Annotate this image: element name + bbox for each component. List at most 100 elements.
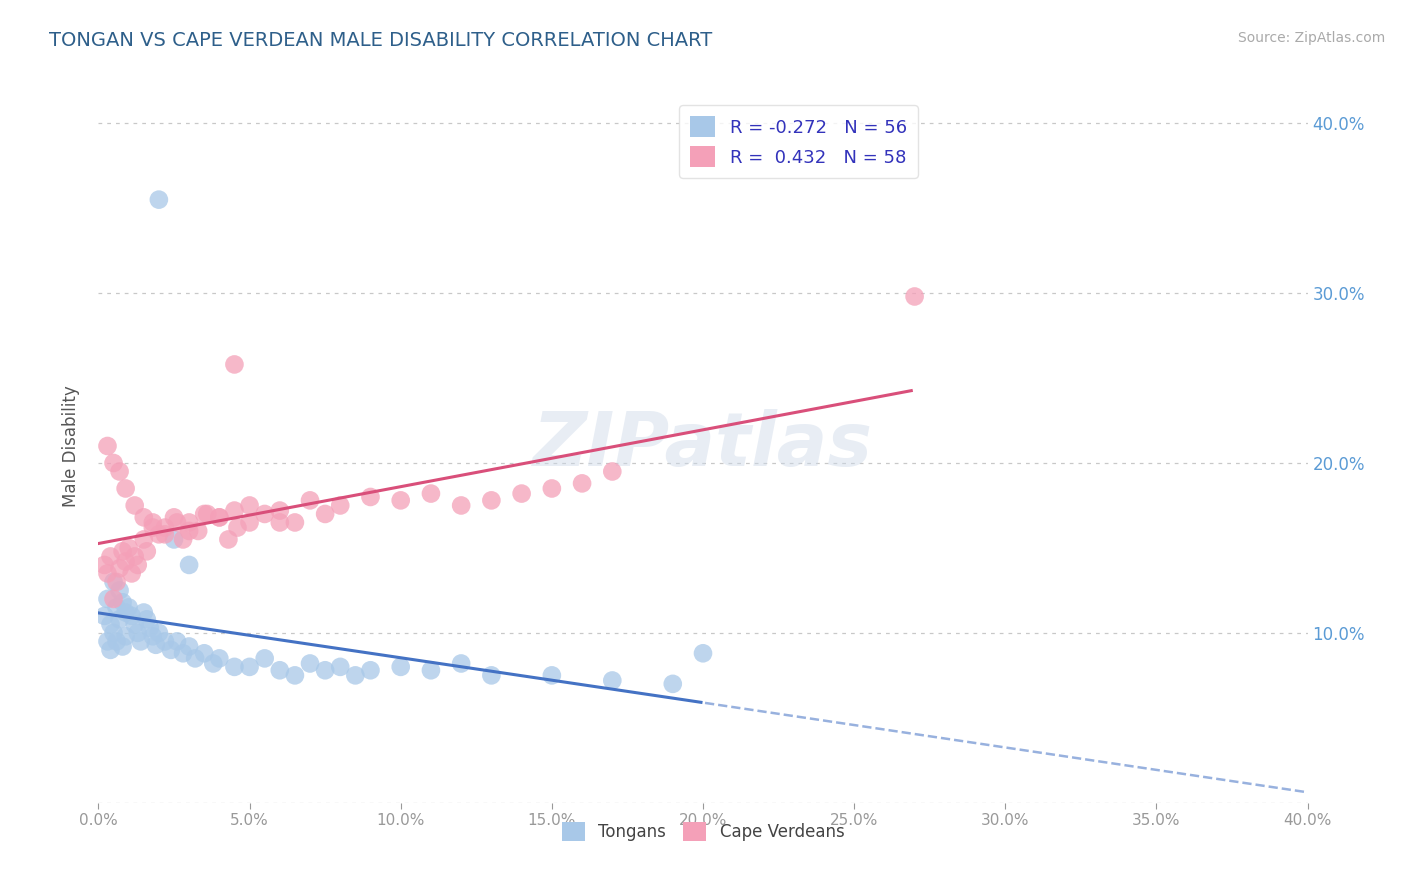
Point	[602, 465, 624, 479]
Point	[179, 640, 201, 654]
Point	[195, 507, 218, 521]
Point	[153, 520, 176, 534]
Point	[145, 638, 167, 652]
Point	[540, 668, 562, 682]
Point	[129, 634, 152, 648]
Point	[253, 651, 276, 665]
Point	[105, 574, 128, 589]
Point	[329, 660, 352, 674]
Point	[389, 493, 412, 508]
Point	[139, 621, 162, 635]
Point	[148, 193, 170, 207]
Point	[127, 626, 149, 640]
Point	[121, 566, 143, 581]
Point	[239, 516, 262, 530]
Point	[142, 516, 165, 530]
Point	[114, 482, 136, 496]
Point	[224, 503, 246, 517]
Point	[172, 533, 194, 547]
Point	[420, 663, 443, 677]
Text: Source: ZipAtlas.com: Source: ZipAtlas.com	[1237, 31, 1385, 45]
Point	[100, 643, 122, 657]
Point	[166, 516, 188, 530]
Point	[132, 533, 155, 547]
Point	[132, 606, 155, 620]
Point	[93, 558, 115, 572]
Point	[184, 651, 207, 665]
Point	[163, 510, 186, 524]
Point	[103, 626, 125, 640]
Point	[163, 533, 186, 547]
Point	[481, 493, 503, 508]
Point	[132, 510, 155, 524]
Point	[179, 558, 201, 572]
Point	[96, 591, 118, 606]
Point	[96, 634, 118, 648]
Point	[481, 668, 503, 682]
Point	[121, 608, 143, 623]
Point	[269, 516, 291, 530]
Point	[93, 608, 115, 623]
Y-axis label: Male Disability: Male Disability	[62, 385, 80, 507]
Point	[226, 520, 249, 534]
Point	[208, 510, 231, 524]
Point	[193, 507, 215, 521]
Point	[148, 626, 170, 640]
Point	[172, 646, 194, 660]
Point	[299, 493, 322, 508]
Point	[299, 657, 322, 671]
Point	[571, 476, 593, 491]
Point	[114, 629, 136, 643]
Point	[103, 574, 125, 589]
Point	[208, 651, 231, 665]
Point	[269, 503, 291, 517]
Point	[360, 663, 382, 677]
Point	[148, 527, 170, 541]
Point	[284, 668, 307, 682]
Point	[100, 617, 122, 632]
Point	[269, 663, 291, 677]
Point	[100, 549, 122, 564]
Point	[135, 544, 157, 558]
Point	[540, 482, 562, 496]
Point	[904, 289, 927, 303]
Point	[105, 600, 128, 615]
Point	[111, 544, 134, 558]
Point	[108, 612, 131, 626]
Point	[208, 510, 231, 524]
Point	[124, 549, 146, 564]
Point	[661, 677, 683, 691]
Point	[602, 673, 624, 688]
Point	[111, 640, 134, 654]
Point	[124, 499, 146, 513]
Point	[127, 558, 149, 572]
Point	[96, 566, 118, 581]
Point	[111, 595, 134, 609]
Point	[153, 527, 176, 541]
Point	[420, 486, 443, 500]
Point	[217, 533, 239, 547]
Point	[166, 634, 188, 648]
Point	[179, 524, 201, 538]
Point	[142, 629, 165, 643]
Point	[284, 516, 307, 530]
Point	[389, 660, 412, 674]
Point	[344, 668, 367, 682]
Point	[224, 660, 246, 674]
Point	[239, 660, 262, 674]
Legend: Tongans, Cape Verdeans: Tongans, Cape Verdeans	[555, 815, 851, 848]
Point	[105, 634, 128, 648]
Point	[108, 561, 131, 575]
Point	[108, 583, 131, 598]
Point	[135, 612, 157, 626]
Text: TONGAN VS CAPE VERDEAN MALE DISABILITY CORRELATION CHART: TONGAN VS CAPE VERDEAN MALE DISABILITY C…	[49, 31, 713, 50]
Point	[103, 456, 125, 470]
Point	[118, 600, 141, 615]
Point	[179, 516, 201, 530]
Point	[108, 465, 131, 479]
Point	[160, 643, 183, 657]
Point	[114, 555, 136, 569]
Point	[239, 499, 262, 513]
Point	[187, 524, 209, 538]
Point	[450, 657, 472, 671]
